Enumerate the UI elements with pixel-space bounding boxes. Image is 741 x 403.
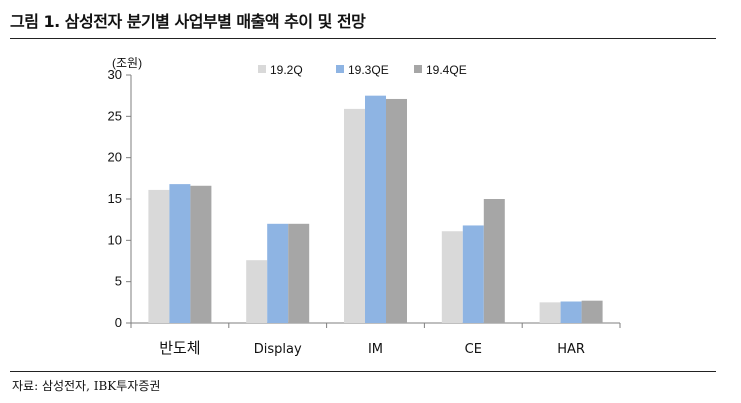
x-category-label: HAR: [557, 342, 585, 357]
bar-IM-19.3QE: [365, 95, 386, 324]
y-tick-label: 15: [108, 191, 122, 206]
bar-HAR-19.3QE: [560, 301, 582, 323]
bar-Display-19.3QE: [267, 223, 289, 323]
bar-IM-19.2Q: [344, 108, 365, 323]
bar-IM-19.4QE: [386, 98, 407, 324]
legend-swatch: [336, 65, 344, 73]
y-tick-label: 0: [115, 315, 122, 330]
legend-label: 19.4QE: [426, 63, 467, 77]
y-tick-label: 10: [108, 232, 122, 247]
bar-HAR-19.2Q: [539, 302, 561, 323]
legend-swatch: [414, 65, 422, 73]
chart-axes: 0 5 10 15 20 25 30 반도체 Display IM CE HAR: [108, 67, 621, 357]
x-category-label: IM: [368, 342, 383, 357]
chart-legend: 19.2Q 19.3QE 19.4QE: [258, 63, 467, 77]
y-tick-label: 20: [108, 150, 122, 165]
figure-title: 그림 1. 삼성전자 분기별 사업부별 매출액 추이 및 전망: [10, 12, 366, 31]
bar-CE-19.4QE: [483, 199, 505, 323]
source-note: 자료: 삼성전자, IBK투자증권: [12, 379, 161, 393]
bar-반도체-19.3QE: [169, 184, 191, 323]
x-category-label: CE: [465, 342, 482, 357]
bar-HAR-19.4QE: [581, 300, 603, 323]
bar-반도체-19.2Q: [148, 189, 170, 323]
y-tick-label: 30: [108, 67, 122, 82]
legend-label: 19.3QE: [348, 63, 389, 77]
y-tick-label: 5: [115, 274, 122, 289]
y-unit-label: (조원): [112, 56, 142, 70]
y-tick-label: 25: [108, 108, 122, 123]
bar-CE-19.2Q: [441, 231, 463, 323]
x-category-label: Display: [254, 342, 302, 357]
source-rule: [10, 371, 716, 372]
legend-swatch: [258, 65, 266, 73]
x-category-label: 반도체: [159, 339, 200, 357]
bar-CE-19.3QE: [462, 225, 484, 323]
chart-bars: [148, 95, 603, 324]
title-rule: [10, 38, 716, 39]
legend-label: 19.2Q: [270, 63, 303, 77]
bar-Display-19.2Q: [246, 260, 268, 323]
bar-Display-19.4QE: [288, 223, 310, 323]
bar-반도체-19.4QE: [190, 185, 212, 323]
